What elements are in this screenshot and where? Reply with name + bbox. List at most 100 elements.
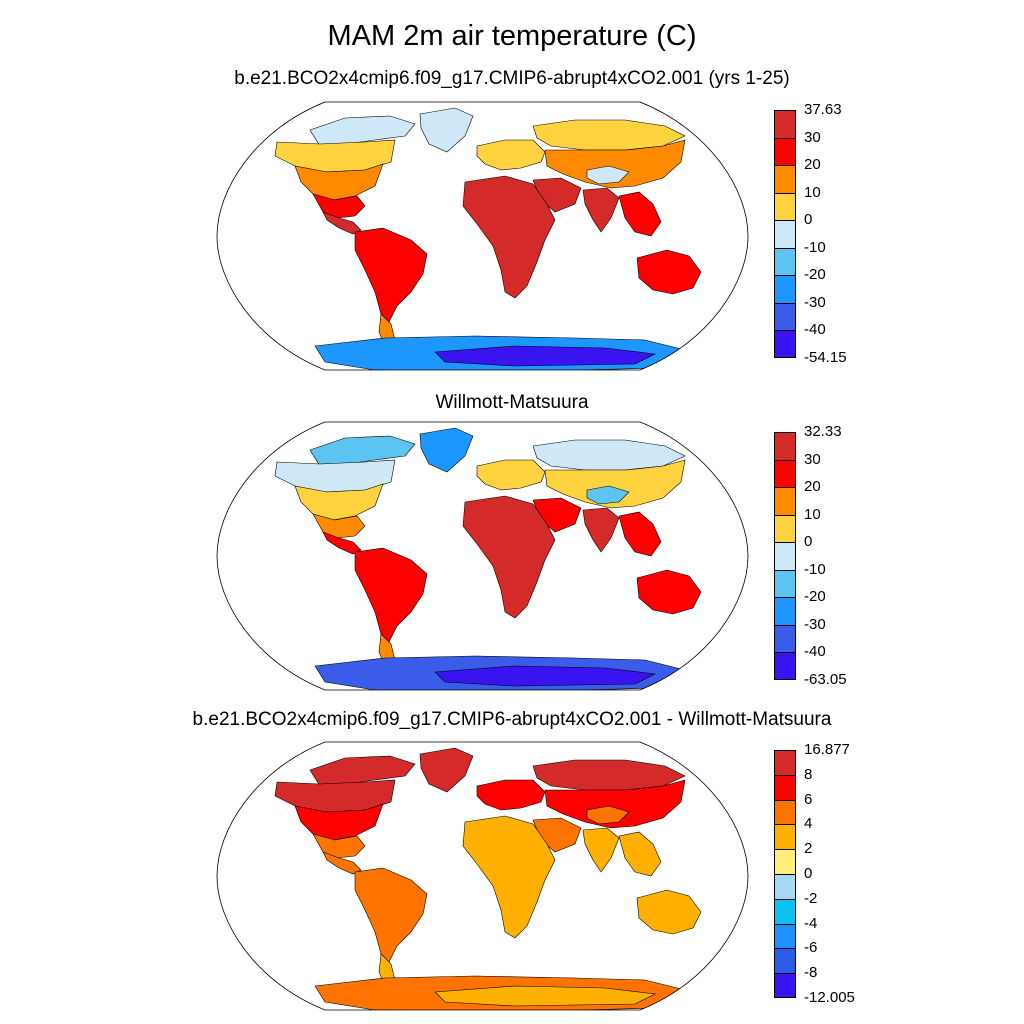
region-asia-mid (544, 139, 686, 189)
colorbar-swatch (774, 192, 796, 221)
region-australia (636, 889, 702, 935)
colorbar-tick-label: -40 (804, 321, 826, 339)
colorbar-tick-label: 32.33 (804, 423, 842, 440)
colorbar-tick-label: 16.877 (804, 741, 850, 758)
region-asia-mid (544, 459, 686, 509)
colorbar-swatch (774, 948, 796, 974)
colorbar-tick-label: 30 (804, 450, 821, 468)
colorbar-tick-label: 37.63 (804, 101, 842, 118)
colorbar-tick-label: -40 (804, 643, 826, 661)
colorbar-swatch (774, 750, 796, 775)
colorbar-difference: 16.877 8 6 4 2 0 -2 -4 -6 -8 -12.005 (774, 742, 855, 1006)
colorbar-tick-label: 20 (804, 478, 821, 496)
region-tibet (586, 805, 630, 825)
map-outline (216, 421, 749, 691)
colorbar-model: 37.63 30 20 10 0 -10 -20 -30 -40 -54.15 (774, 102, 847, 366)
colorbar-swatch (774, 973, 796, 998)
colorbar-swatch (774, 597, 796, 625)
map-outline (216, 101, 749, 371)
colorbar-tick-label: -30 (804, 293, 826, 311)
colorbar-tick-label: -6 (804, 939, 818, 957)
colorbar-swatch (774, 874, 796, 899)
panel-title-observed: Willmott-Matsuura (435, 392, 589, 413)
colorbar-tick-label: -63.05 (804, 671, 847, 688)
colorbar-swatch (774, 137, 796, 166)
colorbar-tick-label: -8 (804, 964, 818, 982)
colorbar-swatch (774, 275, 796, 303)
colorbar-tick-label: -20 (804, 588, 826, 606)
colorbar-swatch (774, 624, 796, 653)
colorbar-swatch (774, 542, 796, 570)
colorbar-tick-label: -2 (804, 889, 818, 907)
figure-title: MAM 2m air temperature (C) (327, 20, 697, 52)
colorbar-swatch (774, 569, 796, 598)
colorbar-tick-label: -30 (804, 615, 826, 633)
colorbar-swatch (774, 824, 796, 850)
colorbar-tick-label: 2 (804, 840, 813, 858)
colorbar-swatch (774, 849, 796, 874)
region-australia (636, 569, 702, 615)
region-australia (636, 249, 702, 295)
colorbar-tick-label: 30 (804, 128, 821, 146)
colorbar-swatch (774, 652, 796, 680)
region-africa (462, 175, 556, 299)
colorbar-swatch (774, 330, 796, 358)
region-india (582, 187, 620, 233)
map-difference (216, 741, 749, 1011)
panel-title-model: b.e21.BCO2x4cmip6.f09_g17.CMIP6-abrupt4x… (234, 68, 790, 89)
colorbar-swatch (774, 220, 796, 248)
colorbar-swatch (774, 302, 796, 331)
colorbar-tick-label: -10 (804, 238, 826, 256)
region-north-america-mid (294, 483, 384, 521)
colorbar-tick-label: 0 (804, 865, 813, 882)
region-asia-mid (544, 779, 686, 829)
region-greenland (419, 747, 474, 793)
region-europe (476, 139, 546, 171)
colorbar-tick-label: 20 (804, 156, 821, 174)
colorbar-tick-label: -12.005 (804, 989, 855, 1006)
map-outline (216, 741, 749, 1011)
region-greenland (419, 107, 474, 153)
colorbar-observed: 32.33 30 20 10 0 -10 -20 -30 -40 -63.05 (774, 424, 847, 688)
region-southeast-asia (618, 191, 662, 237)
colorbar-swatch (774, 247, 796, 276)
region-africa (462, 495, 556, 619)
region-greenland (419, 427, 474, 473)
colorbar-swatch (774, 898, 796, 924)
colorbar-tick-label: 10 (804, 183, 821, 201)
colorbar-tick-label: -4 (804, 914, 818, 932)
colorbar-swatch (774, 514, 796, 543)
region-europe (476, 779, 546, 811)
colorbar-tick-label: 0 (804, 211, 813, 229)
region-south-america (354, 867, 428, 963)
colorbar-swatch (774, 165, 796, 193)
region-europe (476, 459, 546, 491)
region-north-america-mid (294, 163, 384, 201)
colorbar-swatch (774, 432, 796, 460)
colorbar-tick-label: -20 (804, 266, 826, 284)
region-india (582, 827, 620, 873)
colorbar-swatch (774, 774, 796, 800)
region-india (582, 507, 620, 553)
region-southeast-asia (618, 831, 662, 877)
colorbar-swatch (774, 799, 796, 825)
region-southeast-asia (618, 511, 662, 557)
colorbar-tick-label: 0 (804, 533, 813, 551)
colorbar-swatch (774, 459, 796, 488)
panel-title-difference: b.e21.BCO2x4cmip6.f09_g17.CMIP6-abrupt4x… (192, 709, 832, 730)
colorbar-swatch (774, 923, 796, 949)
colorbar-tick-label: 10 (804, 505, 821, 523)
region-south-america (354, 547, 428, 643)
region-antarctica-inner (434, 665, 657, 687)
region-tibet (586, 485, 630, 505)
region-africa (462, 815, 556, 939)
region-south-america (354, 227, 428, 323)
colorbar-tick-label: -54.15 (804, 349, 847, 366)
region-tibet (586, 165, 630, 185)
colorbar-tick-label: -10 (804, 560, 826, 578)
colorbar-tick-label: 6 (804, 790, 813, 808)
colorbar-tick-label: 4 (804, 815, 813, 833)
map-observed (216, 421, 749, 691)
region-antarctica-inner (434, 345, 657, 367)
map-model (216, 101, 749, 371)
